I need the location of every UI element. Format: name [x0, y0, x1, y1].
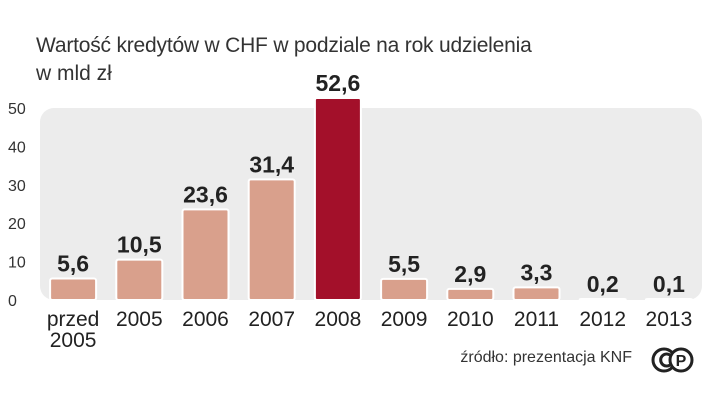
y-tick-label: 40 — [8, 139, 26, 156]
chart-subtitle: w mld zł — [36, 62, 112, 85]
bar — [313, 97, 362, 301]
x-tick-label: 2012 — [579, 308, 626, 331]
x-tick-label: 2013 — [646, 308, 693, 331]
bar — [380, 277, 429, 302]
y-tick-label: 20 — [8, 216, 26, 233]
bar — [49, 277, 98, 302]
x-tick-label: 2005 — [50, 329, 97, 352]
bar — [644, 298, 693, 301]
x-tick-label: 2010 — [447, 308, 494, 331]
x-tick-label: 2009 — [381, 308, 428, 331]
chart-title: Wartość kredytów w CHF w podziale na rok… — [36, 34, 532, 57]
bar-value-label: 5,6 — [57, 250, 89, 276]
logo-letter: P — [676, 353, 687, 370]
y-tick-label: 30 — [8, 178, 26, 195]
bars — [49, 97, 693, 302]
x-tick-label: 2007 — [248, 308, 295, 331]
bar-value-label: 31,4 — [249, 151, 294, 177]
bar-value-label: 0,1 — [653, 271, 685, 297]
bar — [512, 286, 561, 302]
bar-value-label: 3,3 — [521, 259, 553, 285]
bar — [115, 258, 164, 301]
x-tick-label: 2006 — [182, 308, 229, 331]
y-tick-label: 0 — [8, 293, 17, 310]
bar-value-label: 2,9 — [454, 261, 486, 287]
bar — [446, 287, 495, 302]
y-tick-label: 50 — [8, 101, 26, 118]
x-tick-label: 2011 — [514, 308, 559, 331]
bar-value-label: 10,5 — [117, 232, 162, 258]
value-labels: 5,6 10,5 23,6 31,4 52,6 5,5 2,9 3,3 0,2 0,1 — [57, 70, 685, 297]
bar — [578, 298, 627, 301]
y-axis-ticks: 0 10 20 30 40 50 — [8, 101, 26, 310]
bar-value-label: 23,6 — [183, 181, 228, 207]
bar — [181, 208, 230, 302]
bar-value-label: 5,5 — [388, 251, 420, 277]
copyright-pap-icon: P — [651, 347, 694, 373]
bar — [247, 178, 296, 301]
bar-value-label: 52,6 — [316, 70, 361, 96]
x-tick-label: 2005 — [116, 308, 163, 331]
x-tick-label: przed — [47, 308, 100, 331]
x-tick-label: 2008 — [315, 308, 362, 331]
y-tick-label: 10 — [8, 255, 26, 272]
source-note: źródło: prezentacja KNF — [460, 349, 632, 366]
bar-value-label: 0,2 — [587, 271, 619, 297]
